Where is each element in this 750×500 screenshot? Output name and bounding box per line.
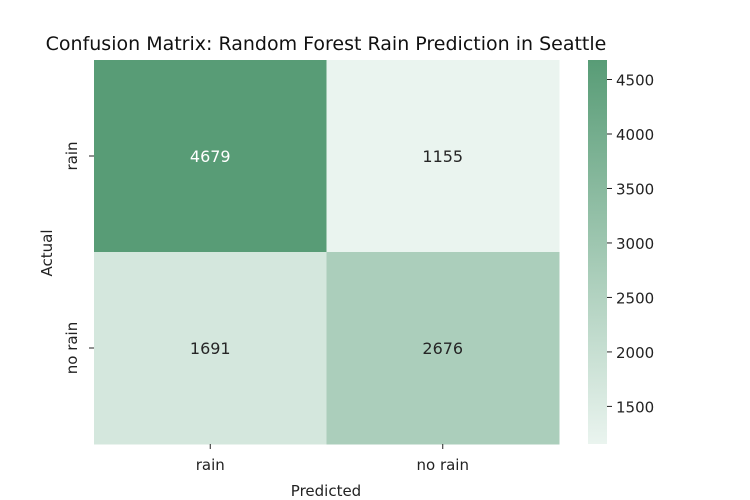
heatmap-cell bbox=[326, 60, 560, 253]
cell-value-label: 2676 bbox=[422, 339, 463, 358]
cell-value-label: 4679 bbox=[190, 147, 231, 166]
heatmap-cell bbox=[94, 60, 327, 253]
cell-value-label: 1691 bbox=[190, 339, 231, 358]
colorbar-tick-label: 3500 bbox=[616, 180, 654, 198]
heatmap-cell-labels: 4679 1155 1691 2676 bbox=[190, 147, 463, 358]
colorbar-ticks: 1500 2000 2500 3000 3500 4000 4500 bbox=[607, 72, 654, 416]
colorbar-tick-label: 2500 bbox=[616, 289, 654, 307]
x-axis-label: Predicted bbox=[291, 482, 361, 500]
colorbar-tick-label: 2000 bbox=[616, 344, 654, 362]
x-tick-label: no rain bbox=[417, 456, 470, 474]
heatmap-cells bbox=[94, 60, 560, 445]
heatmap-cell bbox=[94, 252, 327, 445]
y-axis-ticks: rain no rain bbox=[63, 141, 94, 374]
x-tick-label: rain bbox=[196, 456, 225, 474]
y-tick-label: no rain bbox=[63, 322, 81, 375]
chart-title: Confusion Matrix: Random Forest Rain Pre… bbox=[46, 33, 607, 55]
colorbar bbox=[588, 60, 607, 444]
colorbar-tick-label: 1500 bbox=[616, 398, 654, 416]
colorbar-tick-label: 4500 bbox=[616, 72, 654, 90]
y-tick-label: rain bbox=[63, 141, 81, 170]
cell-value-label: 1155 bbox=[422, 147, 463, 166]
x-axis-ticks: rain no rain bbox=[196, 444, 469, 474]
y-axis-label: Actual bbox=[38, 230, 56, 277]
heatmap-cell bbox=[326, 252, 560, 445]
colorbar-tick-label: 3000 bbox=[616, 235, 654, 253]
colorbar-tick-label: 4000 bbox=[616, 126, 654, 144]
